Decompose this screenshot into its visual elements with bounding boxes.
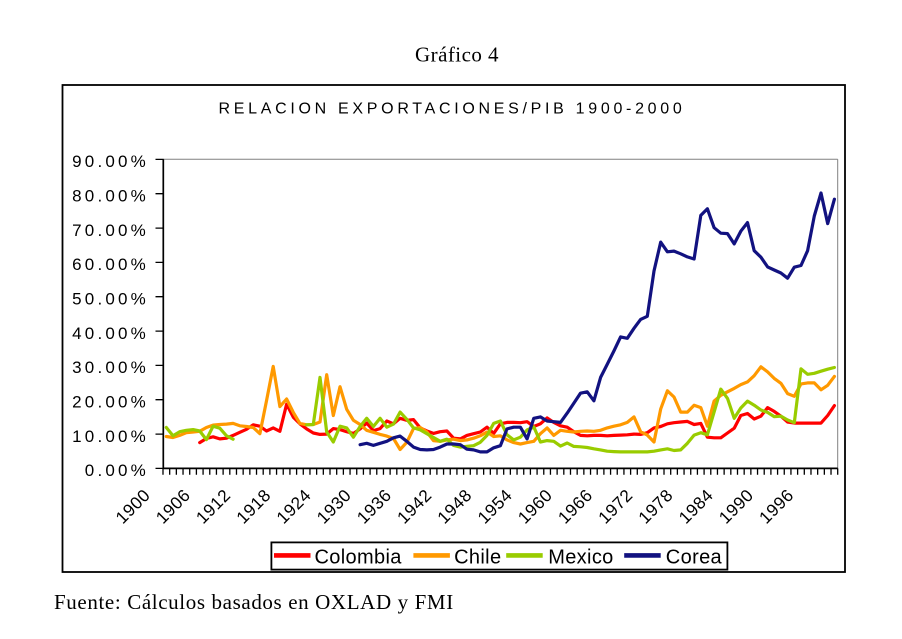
svg-text:0.00%: 0.00% (85, 461, 149, 480)
svg-text:70.00%: 70.00% (72, 221, 149, 240)
svg-text:Fuente: Cálculos basados en OX: Fuente: Cálculos basados en OXLAD y FMI (54, 590, 454, 614)
svg-text:Mexico: Mexico (548, 547, 613, 569)
svg-text:90.00%: 90.00% (72, 152, 149, 171)
svg-text:Colombia: Colombia (315, 547, 403, 569)
svg-text:Corea: Corea (666, 547, 723, 569)
svg-text:30.00%: 30.00% (72, 358, 149, 377)
svg-text:50.00%: 50.00% (72, 290, 149, 309)
svg-text:Gráfico 4: Gráfico 4 (415, 43, 499, 67)
svg-text:Chile: Chile (454, 547, 501, 569)
svg-text:RELACION EXPORTACIONES/PIB 190: RELACION EXPORTACIONES/PIB 1900-2000 (219, 101, 686, 118)
svg-text:40.00%: 40.00% (72, 324, 149, 343)
svg-text:20.00%: 20.00% (72, 393, 149, 412)
svg-text:10.00%: 10.00% (72, 427, 149, 446)
svg-text:60.00%: 60.00% (72, 255, 149, 274)
svg-text:80.00%: 80.00% (72, 187, 149, 206)
